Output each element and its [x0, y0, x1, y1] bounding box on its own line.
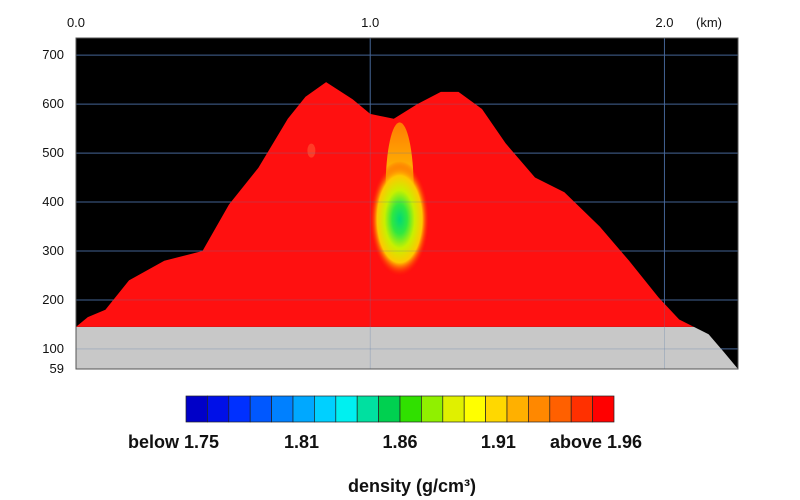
- colorbar-swatch: [378, 395, 401, 423]
- colorbar-swatch: [442, 395, 465, 423]
- colorbar-tick-label: below 1.75: [128, 432, 219, 452]
- colorbar-swatch: [528, 395, 551, 423]
- grid-overlay: [76, 38, 738, 369]
- x-tick-label: 1.0: [361, 15, 379, 30]
- colorbar-swatch: [271, 395, 294, 423]
- x-axis-ticks: 0.0 1.0 2.0: [67, 15, 674, 30]
- y-tick-label: 59: [50, 361, 64, 376]
- y-tick-label: 400: [42, 194, 64, 209]
- y-tick-label: 100: [42, 341, 64, 356]
- colorbar-swatch: [506, 395, 529, 423]
- x-axis-unit: (km): [696, 15, 722, 30]
- bedrock-region: [76, 326, 738, 369]
- colorbar-tick-label: above 1.96: [550, 432, 642, 452]
- density-small-spot: [307, 143, 316, 158]
- colorbar-swatch: [485, 395, 508, 423]
- x-tick-label: 2.0: [655, 15, 673, 30]
- colorbar-tick-label: 1.81: [284, 432, 319, 452]
- y-tick-label: 500: [42, 145, 64, 160]
- y-tick-label: 600: [42, 96, 64, 111]
- colorbar-swatch: [356, 395, 379, 423]
- colorbar-swatch: [292, 395, 315, 423]
- colorbar-swatch: [421, 395, 444, 423]
- colorbar-swatch: [399, 395, 422, 423]
- colorbar: [185, 395, 615, 423]
- colorbar-title: density (g/cm³): [348, 476, 476, 496]
- colorbar-swatch: [570, 395, 593, 423]
- colorbar-swatch: [314, 395, 337, 423]
- colorbar-swatch: [335, 395, 358, 423]
- x-tick-label: 0.0: [67, 15, 85, 30]
- density-low-anomaly: [369, 161, 430, 278]
- colorbar-labels: below 1.75 1.81 1.86 1.91 above 1.96: [128, 432, 642, 452]
- colorbar-swatch: [592, 395, 615, 423]
- y-tick-label: 300: [42, 243, 64, 258]
- colorbar-tick-label: 1.86: [382, 432, 417, 452]
- colorbar-swatch: [185, 395, 208, 423]
- colorbar-tick-label: 1.91: [481, 432, 516, 452]
- colorbar-swatch: [463, 395, 486, 423]
- colorbar-swatch: [249, 395, 272, 423]
- y-tick-label: 700: [42, 47, 64, 62]
- colorbar-swatch: [549, 395, 572, 423]
- y-axis-ticks: 59 100 200 300 400 500 600 700: [42, 47, 64, 376]
- colorbar-swatch: [207, 395, 230, 423]
- colorbar-swatch: [228, 395, 251, 423]
- y-tick-label: 200: [42, 292, 64, 307]
- plot-frame: [75, 37, 739, 370]
